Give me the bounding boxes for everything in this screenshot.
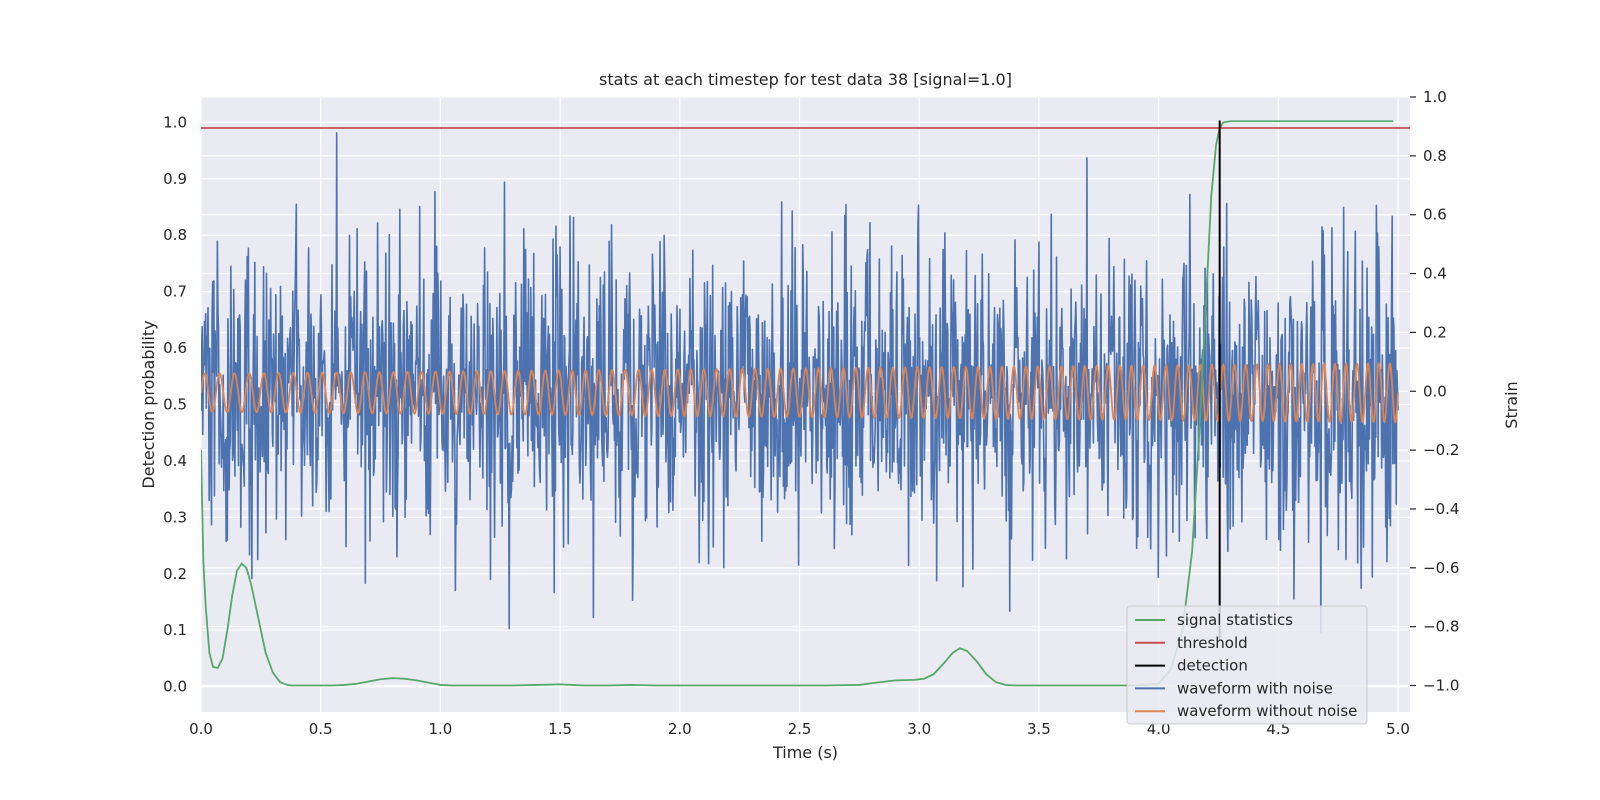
x-tick-label: 0.0 xyxy=(189,720,213,738)
x-axis-title: Time (s) xyxy=(772,743,838,762)
y-tick-label: 0.8 xyxy=(163,226,187,244)
legend-box xyxy=(1126,605,1368,725)
y2-tick-label: 0.8 xyxy=(1423,147,1447,165)
y2-tick-label: −0.2 xyxy=(1423,441,1459,459)
y2-tick-label: 0.4 xyxy=(1423,265,1447,283)
y-tick-label: 0.1 xyxy=(163,621,187,639)
x-tick-label: 2.0 xyxy=(668,720,692,738)
chart-title: stats at each timestep for test data 38 … xyxy=(599,70,1012,89)
x-tick-label: 0.5 xyxy=(309,720,333,738)
legend-label-waveform-without-noise: waveform without noise xyxy=(1177,702,1357,720)
y-tick-label: 0.3 xyxy=(163,508,187,526)
y2-axis-ticks: −1.0 −0.8 −0.6 −0.4 −0.2 0.0 0.2 0.4 0.6 0.8 1.0 xyxy=(1410,88,1459,695)
y-tick-label: 1.0 xyxy=(163,113,187,131)
x-tick-label: 1.0 xyxy=(428,720,452,738)
legend-label-signal-statistics: signal statistics xyxy=(1177,611,1293,629)
legend-label-waveform-with-noise: waveform with noise xyxy=(1177,679,1333,697)
x-axis-ticks: 0.0 0.5 1.0 1.5 2.0 2.5 3.0 3.5 4.0 4.5 5.0 xyxy=(189,720,1410,738)
series-waveform-without-noise xyxy=(201,361,1399,424)
y2-tick-label: 0.0 xyxy=(1423,382,1447,400)
y-tick-label: 0.0 xyxy=(163,678,187,696)
x-tick-label: 2.5 xyxy=(788,720,812,738)
y-axis-ticks: 0.0 0.1 0.2 0.3 0.4 0.5 0.6 0.7 0.8 0.9 1.0 xyxy=(163,113,187,695)
x-tick-label: 5.0 xyxy=(1386,720,1410,738)
y2-tick-label: 0.6 xyxy=(1423,206,1447,224)
y2-tick-label: −0.8 xyxy=(1423,618,1459,636)
y-tick-label: 0.9 xyxy=(163,170,187,188)
legend-label-detection: detection xyxy=(1177,657,1248,675)
y2-tick-label: −1.0 xyxy=(1423,677,1459,695)
legend: signal statistics threshold detection wa… xyxy=(1126,605,1368,725)
y2-axis-title: Strain xyxy=(1502,381,1521,428)
y2-tick-label: 1.0 xyxy=(1423,88,1447,106)
y-tick-label: 0.2 xyxy=(163,565,187,583)
x-tick-label: 3.5 xyxy=(1027,720,1051,738)
y-axis-title: Detection probability xyxy=(139,320,158,488)
y2-tick-label: −0.4 xyxy=(1423,500,1459,518)
legend-label-threshold: threshold xyxy=(1177,634,1248,652)
y-tick-label: 0.6 xyxy=(163,339,187,357)
y2-tick-label: −0.6 xyxy=(1423,559,1459,577)
y-tick-label: 0.5 xyxy=(163,396,187,414)
y2-tick-label: 0.2 xyxy=(1423,323,1447,341)
x-tick-label: 3.0 xyxy=(907,720,931,738)
y-tick-label: 0.4 xyxy=(163,452,187,470)
x-tick-label: 1.5 xyxy=(548,720,572,738)
y-tick-label: 0.7 xyxy=(163,283,187,301)
